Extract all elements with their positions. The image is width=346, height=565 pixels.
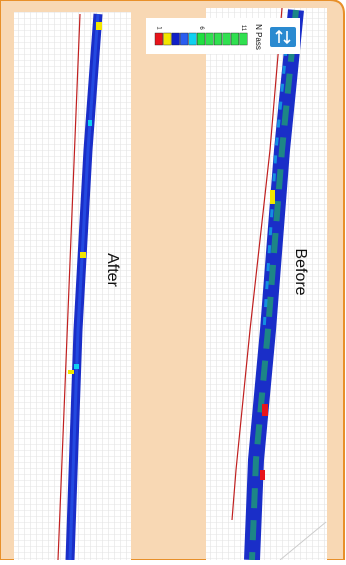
legend-tick: 1 xyxy=(156,26,162,30)
panel-label: Before xyxy=(292,248,309,295)
reference-line xyxy=(231,7,283,521)
legend-swatch xyxy=(197,32,206,46)
track-core xyxy=(249,9,299,561)
patch xyxy=(68,370,74,374)
before-panel: Before xyxy=(206,7,327,561)
legend-tick: 6 xyxy=(198,26,204,30)
legend: N Pass 1 6 11 xyxy=(146,18,300,54)
patch xyxy=(88,120,92,126)
swap-icon xyxy=(275,29,291,45)
swap-button[interactable] xyxy=(270,27,296,47)
patch xyxy=(262,404,268,416)
legend-tick: 11 xyxy=(240,25,246,32)
patch xyxy=(96,22,102,30)
patch xyxy=(74,364,79,369)
legend-swatch xyxy=(222,32,231,46)
legend-swatch xyxy=(230,32,239,46)
legend-swatch xyxy=(213,32,223,46)
patch xyxy=(260,470,265,480)
edge-line xyxy=(279,521,327,561)
after-panel: After xyxy=(14,12,131,561)
track-core xyxy=(262,29,290,331)
panel-label: After xyxy=(104,253,121,287)
track-core xyxy=(68,13,100,561)
legend-swatch xyxy=(171,32,180,46)
legend-swatch xyxy=(205,32,214,46)
legend-swatch xyxy=(163,32,172,46)
legend-swatch xyxy=(154,32,163,46)
patch xyxy=(80,252,86,258)
legend-swatch xyxy=(188,32,197,46)
reference-line xyxy=(57,13,81,561)
legend-swatch xyxy=(180,32,189,46)
legend-swatch xyxy=(239,32,248,46)
legend-title: N Pass xyxy=(254,24,263,50)
patch xyxy=(270,190,275,204)
